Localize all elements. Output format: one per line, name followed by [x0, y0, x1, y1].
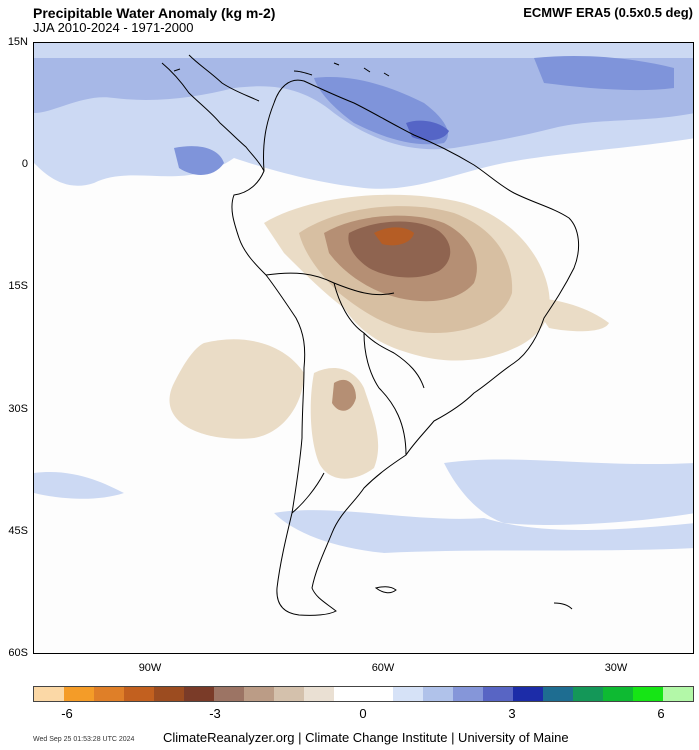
lat-label: 30S: [8, 403, 28, 415]
colorbar-swatch: [483, 687, 514, 701]
colorbar-swatch: [63, 687, 94, 701]
negative-anomaly-south-core: [332, 379, 356, 411]
colorbar-swatch: [243, 687, 274, 701]
negative-anomaly-core: [374, 227, 414, 246]
lon-label: 30W: [604, 662, 628, 674]
colorbar-swatch: [423, 687, 454, 701]
colorbar-swatch: [363, 687, 394, 701]
colorbar-swatch: [273, 687, 304, 701]
coastline-central-america: [161, 54, 265, 172]
positive-anomaly-south-atlantic: [34, 459, 693, 553]
map-frame[interactable]: [33, 42, 694, 654]
colorbar-swatch: [633, 687, 664, 701]
lat-label: 0: [21, 158, 28, 170]
colorbar-tick-label: 3: [508, 706, 516, 721]
negative-anomaly-southeast: [529, 298, 609, 332]
negative-anomaly-west: [169, 339, 304, 439]
coastlines: [161, 54, 580, 616]
colorbar-swatch: [303, 687, 334, 701]
colorbar-swatch: [153, 687, 184, 701]
colorbar-swatch: [573, 687, 604, 701]
colorbar-swatch: [543, 687, 574, 701]
colorbar-swatch: [603, 687, 634, 701]
lat-label: 15S: [8, 280, 28, 292]
colorbar-swatch: [453, 687, 484, 701]
colorbar: [33, 686, 694, 702]
colorbar-swatch: [34, 687, 64, 701]
coastline-south-georgia: [553, 602, 573, 610]
colorbar-tick-label: -6: [61, 706, 73, 721]
country-borders: [265, 272, 425, 514]
colorbar-swatch: [333, 687, 364, 701]
positive-anomaly-north-deep: [406, 120, 449, 141]
coastline-south-america: [231, 79, 580, 616]
colorbar-tick-label: 6: [657, 706, 665, 721]
footer-credits: ClimateReanalyzer.org | Climate Change I…: [163, 730, 569, 745]
positive-anomaly-north-dark: [174, 56, 674, 175]
negative-anomaly-deep: [348, 221, 451, 278]
colorbar-swatch: [93, 687, 124, 701]
lon-label: 90W: [138, 662, 162, 674]
anomaly-map: [34, 43, 693, 616]
colorbar-swatch: [123, 687, 154, 701]
coastline-caribbean-islands: [173, 62, 390, 77]
colorbar-swatch: [213, 687, 244, 701]
map-title: Precipitable Water Anomaly (kg m-2): [33, 5, 276, 21]
anomaly-fields: [34, 43, 693, 553]
data-source-label: ECMWF ERA5 (0.5x0.5 deg): [523, 5, 693, 20]
lat-label: 15N: [7, 36, 28, 48]
lat-label: 45S: [8, 525, 28, 537]
colorbar-swatch: [513, 687, 544, 701]
coastline-falklands: [374, 586, 397, 594]
lon-label: 60W: [371, 662, 395, 674]
negative-anomaly-south: [310, 368, 379, 479]
map-subtitle: JJA 2010-2024 - 1971-2000: [33, 20, 194, 35]
lat-label: 60S: [8, 647, 28, 659]
colorbar-tick-label: 0: [359, 706, 367, 721]
colorbar-swatch: [183, 687, 214, 701]
colorbar-swatch: [393, 687, 424, 701]
colorbar-tick-label: -3: [209, 706, 221, 721]
timestamp: Wed Sep 25 01:53:28 UTC 2024: [33, 736, 135, 743]
colorbar-swatch: [663, 687, 693, 701]
